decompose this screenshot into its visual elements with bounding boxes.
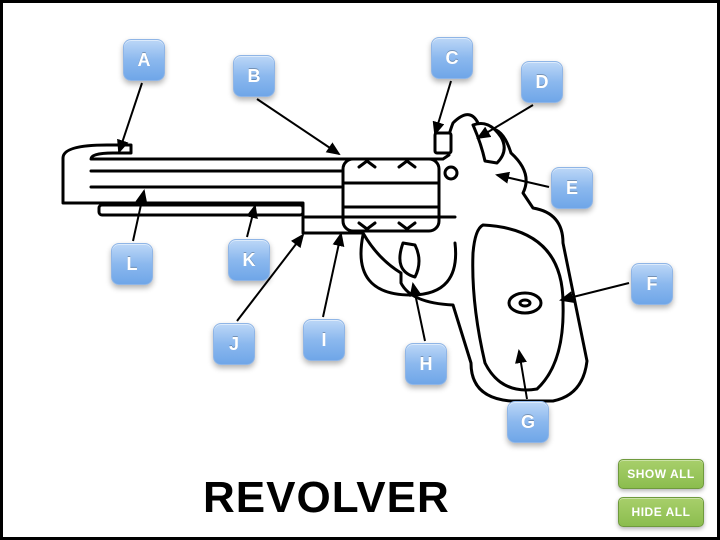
label-A[interactable]: A xyxy=(123,39,165,81)
label-G[interactable]: G xyxy=(507,401,549,443)
arrow-E xyxy=(497,175,549,187)
label-C[interactable]: C xyxy=(431,37,473,79)
label-L[interactable]: L xyxy=(111,243,153,285)
label-B[interactable]: B xyxy=(233,55,275,97)
label-F[interactable]: F xyxy=(631,263,673,305)
diagram-title: REVOLVER xyxy=(203,473,450,523)
arrow-H xyxy=(413,284,425,341)
arrow-F xyxy=(561,283,629,300)
arrow-D xyxy=(478,105,533,138)
label-H[interactable]: H xyxy=(405,343,447,385)
hide-all-button[interactable]: HIDE ALL xyxy=(618,497,704,527)
label-E[interactable]: E xyxy=(551,167,593,209)
show-all-button[interactable]: SHOW ALL xyxy=(618,459,704,489)
label-K[interactable]: K xyxy=(228,239,270,281)
arrow-A xyxy=(119,83,142,152)
label-I[interactable]: I xyxy=(303,319,345,361)
arrow-K xyxy=(247,206,255,237)
arrow-C xyxy=(435,81,451,134)
arrows xyxy=(119,81,629,399)
arrow-G xyxy=(519,351,527,399)
label-J[interactable]: J xyxy=(213,323,255,365)
label-D[interactable]: D xyxy=(521,61,563,103)
arrow-L xyxy=(133,191,144,241)
diagram-stage: A B C D E F G H I J K L REVOLVER SHOW AL… xyxy=(0,0,720,540)
arrow-B xyxy=(257,99,339,154)
arrow-I xyxy=(323,234,341,317)
